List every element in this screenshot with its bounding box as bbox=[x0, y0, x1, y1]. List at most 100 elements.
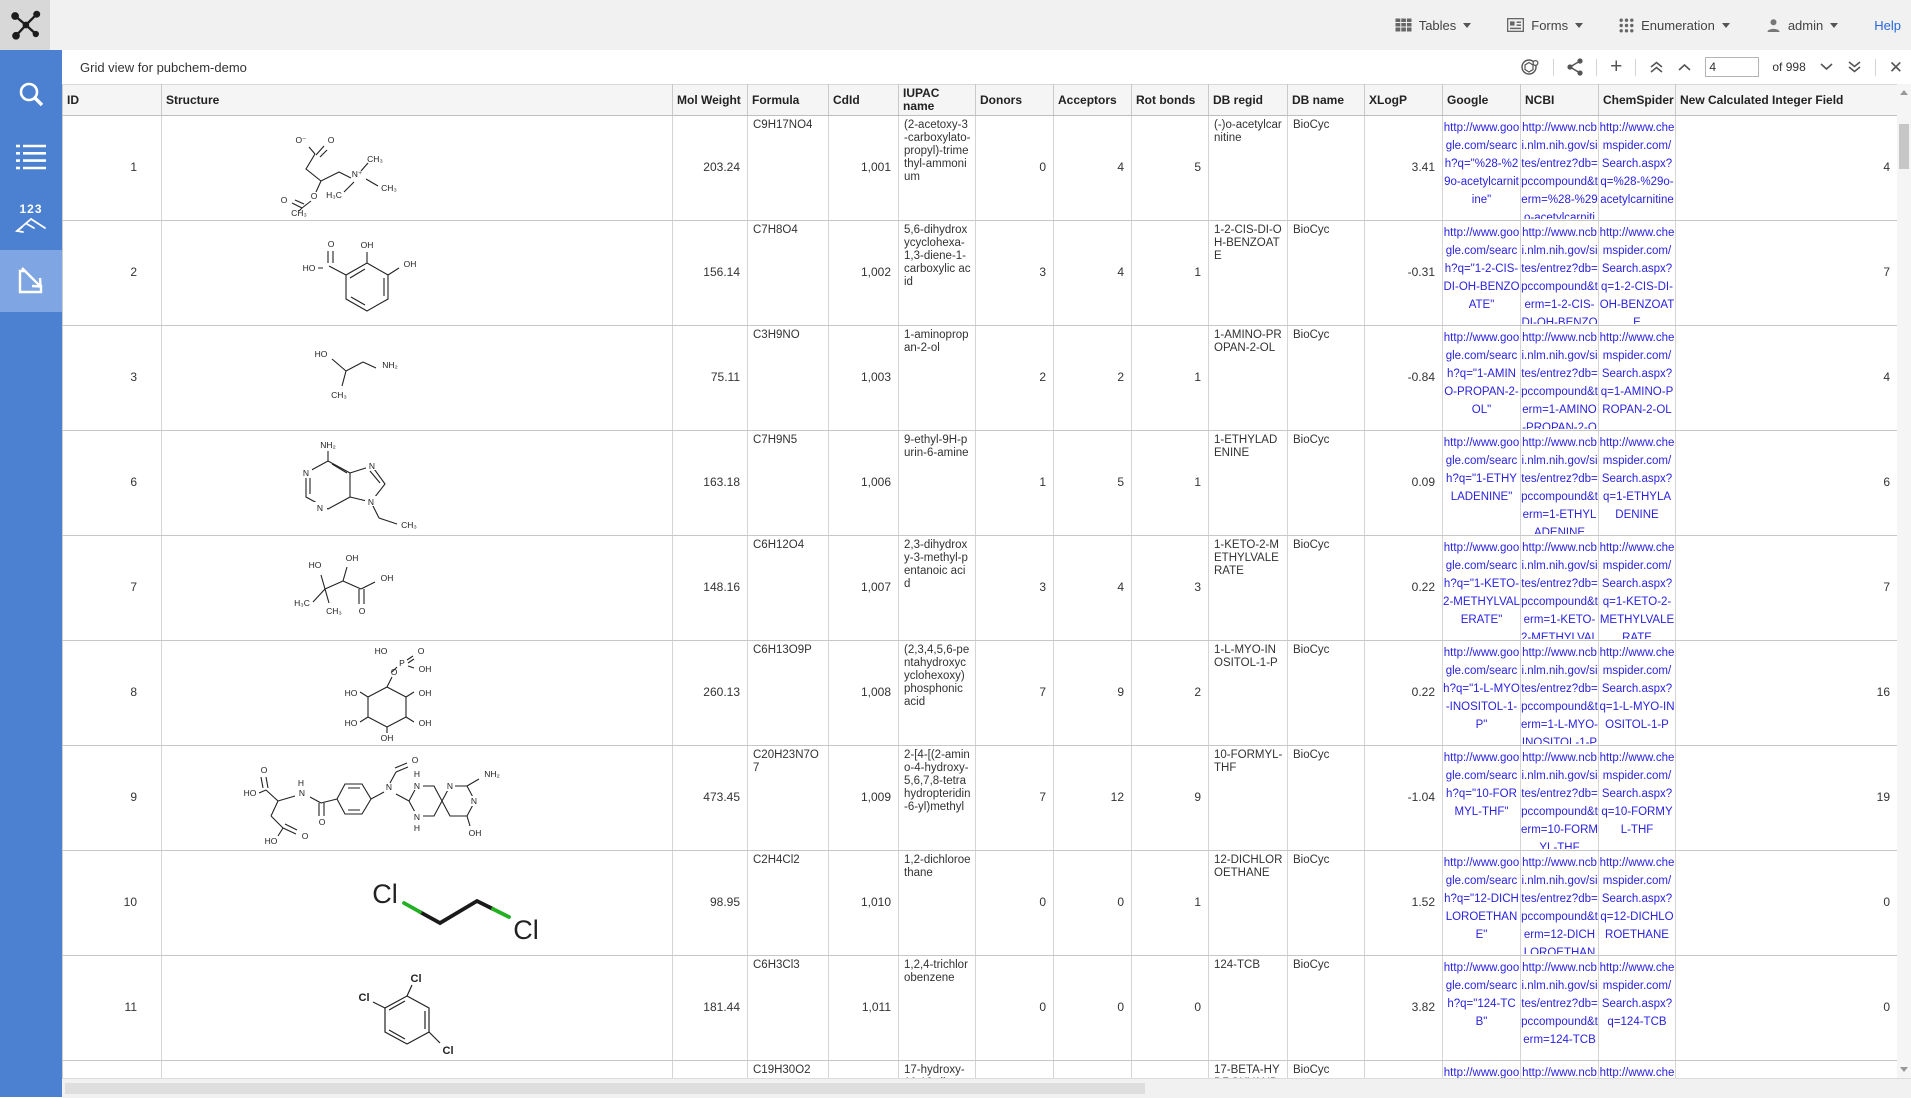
menu-enumeration[interactable]: Enumeration bbox=[1619, 18, 1730, 33]
last-page-button[interactable] bbox=[1847, 60, 1862, 74]
chemspider-link[interactable]: http://www.chemspider.com/Search.aspx?q=… bbox=[1599, 752, 1675, 836]
horizontal-scrollbar[interactable] bbox=[62, 1078, 1911, 1098]
google-link[interactable]: http://www.google.com/search?q="1-2-CIS-… bbox=[1443, 227, 1520, 311]
cell-structure[interactable]: HO NH₂ CH₃ bbox=[161, 325, 673, 431]
cell-donors: 7 bbox=[975, 745, 1054, 851]
column-header-mol_weight[interactable]: Mol Weight bbox=[672, 84, 748, 116]
svg-text:N: N bbox=[317, 503, 323, 513]
cell-rot_bonds: 5 bbox=[1131, 115, 1209, 221]
menu-admin[interactable]: admin bbox=[1766, 18, 1839, 33]
cell-structure[interactable]: H₃C CH₃ HO OH O OH bbox=[161, 535, 673, 641]
cell-structure[interactable]: CH₃CH₃OH bbox=[161, 1060, 673, 1078]
column-header-structure[interactable]: Structure bbox=[161, 84, 673, 116]
sidebar-item-grid-view[interactable] bbox=[0, 250, 62, 312]
structure-search-button[interactable] bbox=[1520, 57, 1540, 77]
ncbi-link[interactable]: http://www.ncbi.nlm.nih.gov/sites/entrez… bbox=[1522, 1067, 1597, 1078]
scroll-up-arrow[interactable] bbox=[1900, 90, 1908, 95]
chemspider-link[interactable]: http://www.chemspider.com/Search.aspx?q=… bbox=[1599, 1067, 1675, 1078]
chemspider-link[interactable]: http://www.chemspider.com/Search.aspx?q=… bbox=[1599, 227, 1675, 324]
cell-chemspider: http://www.chemspider.com/Search.aspx?q=… bbox=[1598, 220, 1676, 326]
cell-ncbi: http://www.ncbi.nlm.nih.gov/sites/entrez… bbox=[1520, 430, 1599, 536]
column-header-new_calc[interactable]: New Calculated Integer Field bbox=[1675, 84, 1897, 116]
vertical-scrollbar[interactable] bbox=[1897, 84, 1911, 1078]
help-link[interactable]: Help bbox=[1874, 17, 1901, 33]
chemspider-link[interactable]: http://www.chemspider.com/Search.aspx?q=… bbox=[1599, 857, 1675, 941]
cell-cdid: 1,006 bbox=[828, 430, 899, 536]
cell-mol_weight: 181.44 bbox=[672, 955, 748, 1061]
add-record-button[interactable]: + bbox=[1610, 55, 1623, 78]
google-link[interactable]: http://www.google.com/search?q="1-L-MYO-… bbox=[1443, 647, 1520, 731]
ncbi-link[interactable]: http://www.ncbi.nlm.nih.gov/sites/entrez… bbox=[1521, 647, 1598, 744]
google-link[interactable]: http://www.google.com/search?q="1-KETO-2… bbox=[1443, 542, 1520, 626]
ncbi-link[interactable]: http://www.ncbi.nlm.nih.gov/sites/entrez… bbox=[1521, 332, 1598, 429]
top-menu: Tables Forms Enumeration bbox=[1394, 0, 1901, 50]
cell-structure[interactable]: Cl Cl Cl bbox=[161, 955, 673, 1061]
grid-table-container: ID Structure Mol Weight Formula CdId IUPAC na… bbox=[62, 84, 1897, 1078]
column-header-chemspider[interactable]: ChemSpider bbox=[1598, 84, 1676, 116]
column-header-acceptors[interactable]: Acceptors bbox=[1053, 84, 1132, 116]
column-header-donors[interactable]: Donors bbox=[975, 84, 1054, 116]
menu-forms[interactable]: Forms bbox=[1507, 18, 1584, 33]
chemspider-link[interactable]: http://www.chemspider.com/Search.aspx?q=… bbox=[1599, 962, 1675, 1028]
cell-structure[interactable]: NH₂ N N N N CH₃ bbox=[161, 430, 673, 536]
sidebar-item-list[interactable] bbox=[0, 126, 62, 188]
svg-text:HO: HO bbox=[345, 718, 358, 728]
ncbi-link[interactable]: http://www.ncbi.nlm.nih.gov/sites/entrez… bbox=[1521, 542, 1598, 639]
close-grid-button[interactable]: ✕ bbox=[1888, 57, 1903, 77]
google-link[interactable]: http://www.google.com/search?q="12-DICHL… bbox=[1443, 857, 1520, 941]
first-page-button[interactable] bbox=[1649, 60, 1664, 74]
ncbi-link[interactable]: http://www.ncbi.nlm.nih.gov/sites/entrez… bbox=[1521, 752, 1598, 849]
google-link[interactable]: http://www.google.com/search?q="%28-%29o… bbox=[1443, 122, 1520, 206]
column-header-google[interactable]: Google bbox=[1442, 84, 1521, 116]
previous-page-button[interactable] bbox=[1677, 62, 1692, 72]
toolbar-separator bbox=[1874, 58, 1876, 76]
google-link[interactable]: http://www.google.com/search?q="124-TCB" bbox=[1443, 962, 1520, 1028]
chemspider-link[interactable]: http://www.chemspider.com/Search.aspx?q=… bbox=[1599, 332, 1675, 416]
google-link[interactable]: http://www.google.com/search?q="17-BETA-… bbox=[1443, 1067, 1520, 1078]
svg-text:OH: OH bbox=[419, 688, 432, 698]
google-link[interactable]: http://www.google.com/search?q="1-AMINO-… bbox=[1443, 332, 1520, 416]
page-number-input[interactable] bbox=[1705, 57, 1760, 77]
chemspider-link[interactable]: http://www.chemspider.com/Search.aspx?q=… bbox=[1599, 647, 1675, 731]
cell-db_regid: 17-BETA-HYDROXYANDROSTAN-3-ONE bbox=[1208, 1060, 1288, 1078]
svg-text:CH₃: CH₃ bbox=[401, 520, 417, 530]
share-button[interactable] bbox=[1567, 58, 1583, 76]
chemspider-link[interactable]: http://www.chemspider.com/Search.aspx?q=… bbox=[1599, 542, 1675, 639]
google-link[interactable]: http://www.google.com/search?q="10-FORMY… bbox=[1443, 752, 1520, 818]
ncbi-link[interactable]: http://www.ncbi.nlm.nih.gov/sites/entrez… bbox=[1521, 227, 1598, 324]
horizontal-scrollbar-thumb[interactable] bbox=[65, 1083, 1145, 1094]
cell-rot_bonds: 1 bbox=[1131, 220, 1209, 326]
column-header-ncbi[interactable]: NCBI bbox=[1520, 84, 1599, 116]
cell-acceptors: 9 bbox=[1053, 640, 1132, 746]
next-page-button[interactable] bbox=[1819, 62, 1834, 72]
svg-text:N: N bbox=[386, 782, 392, 792]
column-header-id[interactable]: ID bbox=[62, 84, 162, 116]
ncbi-link[interactable]: http://www.ncbi.nlm.nih.gov/sites/entrez… bbox=[1521, 857, 1598, 954]
ncbi-link[interactable]: http://www.ncbi.nlm.nih.gov/sites/entrez… bbox=[1521, 122, 1598, 219]
cell-structure[interactable]: HO O OH OH bbox=[161, 220, 673, 326]
cell-structure[interactable]: Cl Cl bbox=[161, 850, 673, 956]
svg-text:N: N bbox=[368, 497, 374, 507]
table-grid-icon bbox=[1394, 18, 1412, 32]
ncbi-link[interactable]: http://www.ncbi.nlm.nih.gov/sites/entrez… bbox=[1521, 962, 1598, 1046]
chemspider-link[interactable]: http://www.chemspider.com/Search.aspx?q=… bbox=[1599, 437, 1675, 521]
column-header-xlogp[interactable]: XLogP bbox=[1364, 84, 1443, 116]
chemspider-link[interactable]: http://www.chemspider.com/Search.aspx?q=… bbox=[1599, 122, 1675, 206]
column-header-rot_bonds[interactable]: Rot bonds bbox=[1131, 84, 1209, 116]
cell-structure[interactable]: P HO O OH O HO HO OH OH OH bbox=[161, 640, 673, 746]
cell-structure[interactable]: O⁻ O N⁺ CH₃ CH₃ H₃C O O CH₃ bbox=[161, 115, 673, 221]
column-header-iupac[interactable]: IUPAC name bbox=[898, 84, 976, 116]
column-header-formula[interactable]: Formula bbox=[747, 84, 829, 116]
column-header-db_name[interactable]: DB name bbox=[1287, 84, 1365, 116]
column-header-db_regid[interactable]: DB regid bbox=[1208, 84, 1288, 116]
sidebar-item-search[interactable] bbox=[0, 64, 62, 126]
google-link[interactable]: http://www.google.com/search?q="1-ETHYLA… bbox=[1443, 437, 1520, 503]
menu-tables[interactable]: Tables bbox=[1394, 18, 1472, 33]
sidebar-item-calculated-fields[interactable]: 123 bbox=[0, 188, 62, 250]
vertical-scrollbar-thumb[interactable] bbox=[1899, 124, 1909, 169]
column-header-cdid[interactable]: CdId bbox=[828, 84, 899, 116]
scroll-down-arrow[interactable] bbox=[1900, 1067, 1908, 1072]
chevron-up-icon bbox=[1678, 63, 1691, 71]
ncbi-link[interactable]: http://www.ncbi.nlm.nih.gov/sites/entrez… bbox=[1521, 437, 1598, 534]
